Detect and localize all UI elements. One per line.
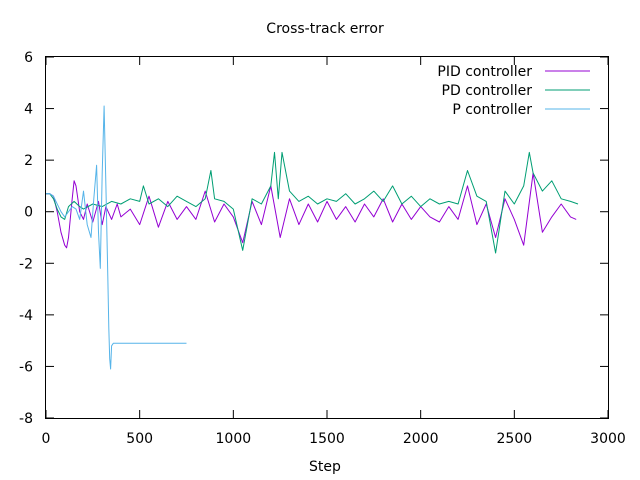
x-tick-label: 1000	[216, 431, 252, 447]
x-tick-label: 1500	[309, 431, 345, 447]
series-line-0	[46, 172, 577, 249]
legend-label: PD controller	[442, 83, 533, 99]
legend: PID controller PD controller P controller	[437, 64, 590, 118]
y-tick-label: -4	[19, 308, 33, 324]
y-tick-label: -6	[19, 359, 33, 375]
x-tick-label: 2500	[497, 431, 533, 447]
series-line-2	[46, 105, 187, 370]
series-line-1	[46, 151, 579, 254]
plot-area	[46, 105, 579, 370]
x-axis-label: Step	[309, 459, 341, 475]
x-tick-label: 500	[126, 431, 153, 447]
x-tick-label: 0	[42, 431, 51, 447]
y-tick-label: -2	[19, 256, 33, 272]
plot-frame	[45, 56, 609, 419]
y-tick-label: 6	[24, 50, 33, 66]
chart-title: Cross-track error	[266, 21, 384, 37]
x-tick-label: 3000	[590, 431, 626, 447]
x-tick-label: 2000	[403, 431, 439, 447]
y-tick-label: 2	[24, 153, 33, 169]
y-tick-label: 0	[24, 205, 33, 221]
legend-label: P controller	[452, 102, 532, 118]
y-tick-label: 4	[24, 102, 33, 118]
y-tick-label: -8	[19, 411, 33, 427]
legend-label: PID controller	[437, 64, 532, 80]
axis-ticks: 0 500 1000 1500 2000 2500 3000 6 4 2 0 -2 -4 -6 -8	[19, 50, 626, 447]
